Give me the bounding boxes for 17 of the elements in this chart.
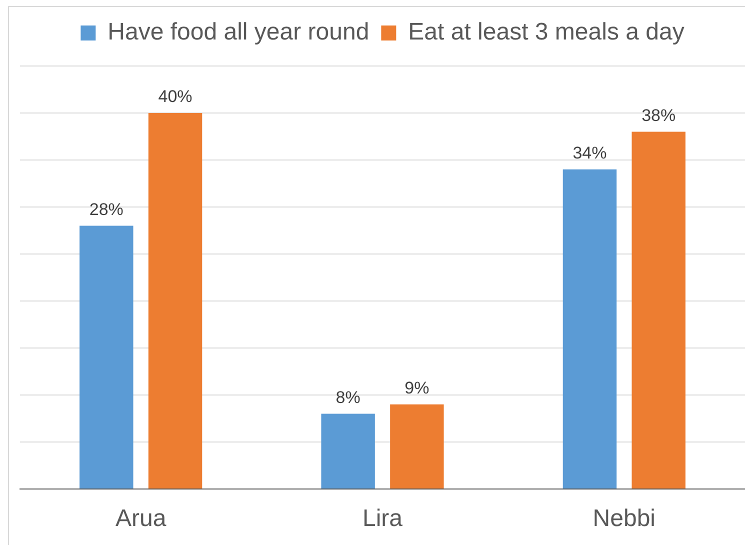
x-tick-label: Lira [362, 505, 404, 532]
bar [390, 404, 444, 488]
legend-label: Eat at least 3 meals a day [408, 18, 684, 46]
bar [321, 414, 375, 488]
data-label: 38% [642, 106, 676, 125]
data-label: 8% [336, 388, 360, 407]
bar [80, 226, 134, 488]
bar [562, 169, 617, 488]
bar [632, 132, 686, 488]
x-tick-label: Nebbi [592, 505, 656, 532]
bar [148, 113, 202, 488]
x-tick-label: Arua [115, 505, 167, 532]
data-label: 34% [572, 144, 607, 163]
data-label: 40% [158, 87, 192, 106]
legend-label: Have food all year round [108, 18, 370, 46]
data-label: 28% [89, 200, 124, 219]
data-label: 9% [404, 378, 430, 398]
